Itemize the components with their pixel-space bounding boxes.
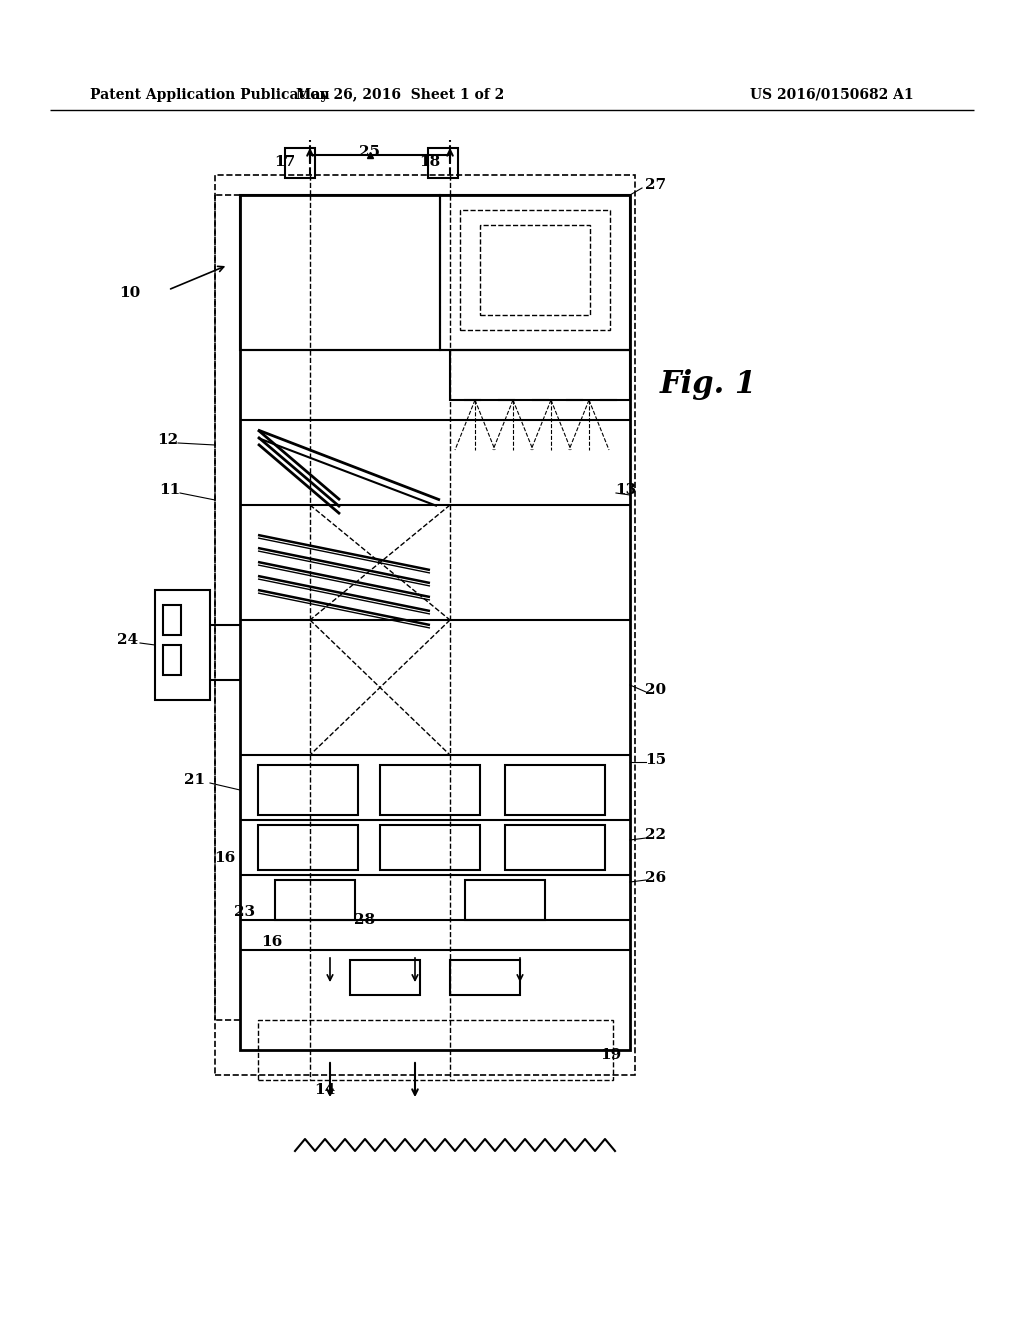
Bar: [380, 766, 480, 814]
Text: 27: 27: [645, 178, 667, 191]
Text: 26: 26: [645, 871, 667, 884]
Bar: [258, 1020, 613, 1080]
Text: 11: 11: [160, 483, 180, 498]
Text: 10: 10: [120, 286, 140, 300]
Text: 23: 23: [233, 906, 255, 919]
Text: 14: 14: [314, 1082, 336, 1097]
Bar: [505, 766, 605, 814]
Text: 17: 17: [274, 154, 296, 169]
Bar: [428, 148, 458, 178]
Bar: [285, 148, 315, 178]
Text: 12: 12: [158, 433, 178, 447]
Bar: [163, 605, 181, 635]
Bar: [155, 590, 210, 700]
Bar: [258, 825, 358, 870]
Text: 21: 21: [184, 774, 206, 787]
Bar: [350, 960, 420, 995]
Bar: [460, 210, 610, 330]
Bar: [465, 880, 545, 920]
Text: 20: 20: [645, 682, 667, 697]
Bar: [380, 825, 480, 870]
Text: 25: 25: [359, 145, 381, 158]
Text: 19: 19: [600, 1048, 622, 1063]
Text: 24: 24: [118, 634, 138, 647]
Bar: [450, 350, 630, 400]
Bar: [163, 645, 181, 675]
Text: 15: 15: [645, 752, 667, 767]
Bar: [240, 195, 440, 350]
Text: 16: 16: [261, 935, 283, 949]
Text: 18: 18: [420, 154, 440, 169]
Text: 22: 22: [645, 828, 666, 842]
Bar: [215, 176, 635, 1074]
Text: Fig. 1: Fig. 1: [660, 370, 757, 400]
Text: US 2016/0150682 A1: US 2016/0150682 A1: [750, 88, 913, 102]
Bar: [275, 880, 355, 920]
Bar: [240, 195, 630, 1049]
Text: 28: 28: [354, 913, 376, 927]
Bar: [440, 195, 630, 350]
Text: 13: 13: [615, 483, 636, 498]
Bar: [258, 766, 358, 814]
Bar: [480, 224, 590, 315]
Text: May 26, 2016  Sheet 1 of 2: May 26, 2016 Sheet 1 of 2: [296, 88, 504, 102]
Bar: [505, 825, 605, 870]
Text: 16: 16: [214, 851, 236, 865]
Bar: [450, 960, 520, 995]
Text: Patent Application Publication: Patent Application Publication: [90, 88, 330, 102]
